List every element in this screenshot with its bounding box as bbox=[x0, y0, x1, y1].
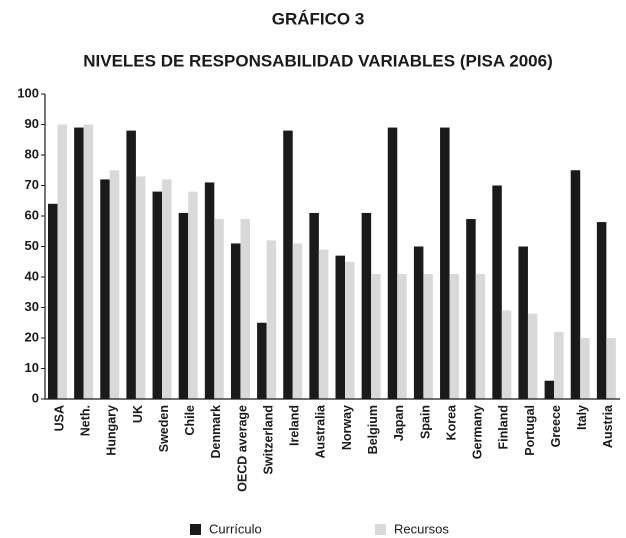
y-tick-label: 20 bbox=[25, 329, 39, 344]
bar bbox=[492, 185, 502, 399]
y-tick-label: 90 bbox=[25, 116, 39, 131]
bar bbox=[518, 246, 528, 399]
bar bbox=[440, 127, 450, 400]
y-tick-label: 40 bbox=[25, 268, 39, 283]
bar bbox=[292, 243, 303, 399]
bar bbox=[361, 212, 372, 399]
legend-swatch bbox=[375, 524, 386, 535]
bar bbox=[527, 313, 538, 399]
x-tick-label: Italy bbox=[575, 405, 589, 430]
bar bbox=[283, 130, 293, 399]
x-tick-label: Ireland bbox=[288, 405, 302, 446]
x-tick-label: Norway bbox=[340, 405, 354, 450]
bar bbox=[449, 273, 460, 399]
bar bbox=[57, 124, 67, 399]
x-tick-label: Finland bbox=[497, 405, 511, 449]
bar bbox=[596, 222, 607, 399]
y-tick-label: 0 bbox=[32, 390, 39, 405]
x-tick-label: Austria bbox=[601, 404, 615, 448]
chart-title: GRÁFICO 3 bbox=[272, 9, 365, 28]
x-tick-label: Germany bbox=[471, 405, 485, 459]
y-tick-label: 50 bbox=[25, 238, 39, 253]
x-tick-label: Australia bbox=[314, 404, 328, 459]
bar bbox=[135, 176, 146, 399]
bar bbox=[309, 212, 319, 399]
x-tick-label: USA bbox=[52, 405, 66, 431]
bar bbox=[188, 191, 198, 399]
bar bbox=[240, 219, 250, 399]
x-tick-label: Chile bbox=[183, 405, 197, 436]
bar bbox=[345, 261, 355, 399]
bar bbox=[230, 243, 241, 399]
bar bbox=[126, 130, 136, 399]
bar bbox=[74, 127, 84, 400]
bar bbox=[109, 170, 120, 399]
x-tick-label: Sweden bbox=[157, 405, 171, 452]
x-tick-label: Neth. bbox=[79, 405, 93, 436]
y-tick-label: 70 bbox=[25, 177, 39, 192]
bar bbox=[580, 338, 590, 399]
bar bbox=[387, 127, 398, 400]
bar bbox=[152, 191, 163, 399]
bar bbox=[83, 124, 94, 399]
bar bbox=[501, 310, 512, 399]
bar bbox=[371, 273, 381, 399]
legend-swatch bbox=[190, 524, 201, 535]
bar bbox=[48, 203, 58, 399]
bar bbox=[178, 212, 189, 399]
x-tick-label: Switzerland bbox=[261, 405, 275, 474]
bar bbox=[266, 240, 277, 399]
chart-subtitle: NIVELES DE RESPONSABILIDAD VARIABLES (PI… bbox=[83, 51, 552, 70]
bar bbox=[475, 273, 486, 399]
bar bbox=[257, 322, 267, 399]
bar bbox=[423, 273, 433, 399]
bar bbox=[162, 179, 172, 399]
x-tick-label: UK bbox=[131, 405, 145, 423]
y-tick-label: 10 bbox=[25, 360, 39, 375]
bar bbox=[318, 249, 329, 399]
legend-label: Recursos bbox=[394, 521, 449, 536]
bar bbox=[554, 331, 564, 399]
bar bbox=[606, 338, 616, 399]
bar bbox=[413, 246, 424, 399]
x-tick-label: Hungary bbox=[105, 405, 119, 456]
x-tick-label: OECD average bbox=[235, 405, 249, 492]
bar bbox=[335, 255, 345, 399]
x-tick-label: Greece bbox=[549, 405, 563, 447]
bar bbox=[544, 380, 555, 399]
bar bbox=[570, 170, 581, 399]
x-tick-label: Korea bbox=[444, 404, 458, 440]
bar bbox=[466, 219, 476, 399]
x-tick-label: Denmark bbox=[209, 405, 223, 459]
y-tick-label: 100 bbox=[17, 85, 39, 100]
x-tick-label: Portugal bbox=[523, 405, 537, 456]
bar bbox=[100, 179, 110, 399]
x-tick-label: Japan bbox=[392, 405, 406, 441]
x-tick-label: Spain bbox=[418, 405, 432, 439]
bar bbox=[214, 219, 224, 399]
bar bbox=[397, 273, 407, 399]
bar bbox=[204, 182, 215, 399]
legend-label: Currículo bbox=[209, 521, 262, 536]
y-tick-label: 30 bbox=[25, 299, 39, 314]
y-tick-label: 80 bbox=[25, 146, 39, 161]
y-tick-label: 60 bbox=[25, 207, 39, 222]
x-tick-label: Belgium bbox=[366, 405, 380, 454]
